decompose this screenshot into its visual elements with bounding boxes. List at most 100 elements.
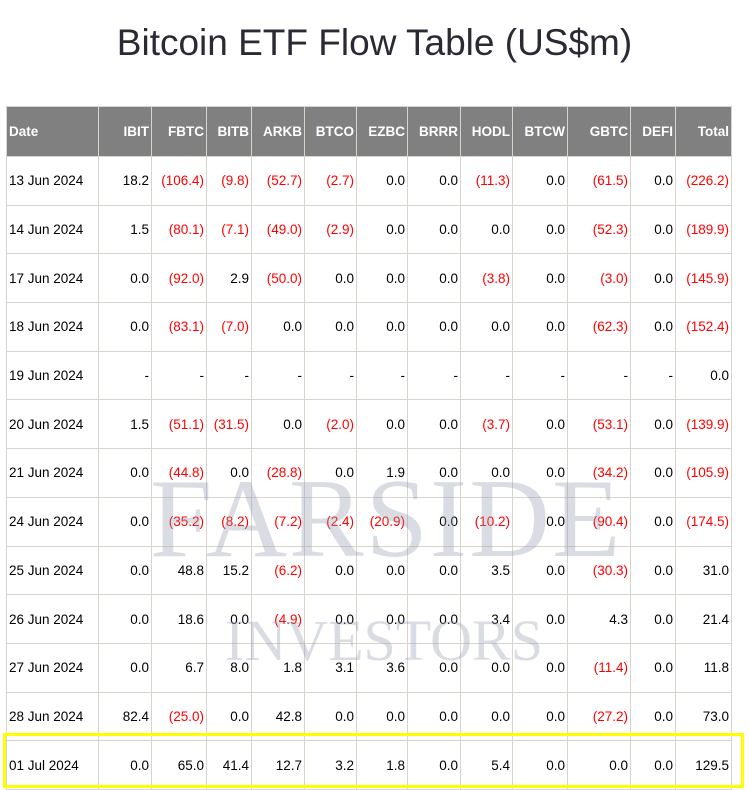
- flow-cell-ezbc: 0.0: [356, 302, 408, 352]
- flow-cell-fbtc: (92.0): [151, 253, 207, 304]
- flow-cell-btcw: 0.0: [512, 399, 568, 450]
- column-header-btco: BTCO: [304, 106, 357, 157]
- flow-cell-defi: 0.0: [630, 156, 676, 206]
- flow-cell-btco: 3.2: [304, 740, 357, 790]
- flow-cell-btco: 0.0: [304, 253, 357, 304]
- flow-cell-defi: 0.0: [630, 642, 676, 693]
- flow-cell-gbtc: (3.0): [567, 253, 631, 304]
- table-row: 19 Jun 2024- - - - - - - - - - -0.0: [6, 350, 732, 401]
- flow-cell-total: 11.8: [675, 642, 732, 693]
- flow-cell-hodl: 3.5: [460, 545, 513, 596]
- flow-cell-total: 21.4: [675, 594, 732, 644]
- flow-cell-ezbc: 1.9: [356, 448, 408, 498]
- flow-cell-defi: 0.0: [630, 448, 676, 498]
- flow-cell-defi: 0.0: [630, 253, 676, 304]
- flow-cell-gbtc: (61.5): [567, 156, 631, 206]
- flow-cell-bitb: 0.0: [206, 691, 252, 742]
- flow-cell-hodl: (3.8): [460, 253, 513, 304]
- flow-cell-gbtc: (62.3): [567, 302, 631, 352]
- flow-cell-ezbc: 1.8: [356, 740, 408, 790]
- flow-cell-brrr: 0.0: [407, 253, 461, 304]
- flow-cell-ezbc: 0.0: [356, 156, 408, 206]
- column-header-bitb: BITB: [206, 106, 252, 157]
- flow-cell-arkb: (49.0): [251, 204, 305, 255]
- column-header-ezbc: EZBC: [356, 106, 408, 157]
- table-row: 27 Jun 2024 0.0 6.7 8.0 1.8 3.1 3.6 0.0 0.0 0.0 (1…: [6, 642, 732, 693]
- etf-flow-table: Date IBIT FBTC BITB ARKB BTCO EZBC BRRR HODL BTCW…: [6, 106, 732, 790]
- flow-cell-gbtc: (52.3): [567, 204, 631, 255]
- date-cell: 20 Jun 2024: [6, 399, 99, 450]
- flow-cell-ibit: 0.0: [98, 545, 152, 596]
- flow-cell-defi: 0.0: [630, 204, 676, 255]
- flow-cell-brrr: 0.0: [407, 156, 461, 206]
- flow-cell-ezbc: 0.0: [356, 545, 408, 596]
- flow-cell-fbtc: 48.8: [151, 545, 207, 596]
- flow-cell-btcw: 0.0: [512, 642, 568, 693]
- flow-cell-bitb: (7.0): [206, 302, 252, 352]
- flow-cell-gbtc: -: [567, 350, 631, 401]
- column-header-gbtc: GBTC: [567, 106, 631, 157]
- flow-cell-defi: 0.0: [630, 740, 676, 790]
- flow-cell-ezbc: 0.0: [356, 253, 408, 304]
- date-cell: 25 Jun 2024: [6, 545, 99, 596]
- flow-cell-ibit: 18.2: [98, 156, 152, 206]
- flow-cell-fbtc: 6.7: [151, 642, 207, 693]
- flow-cell-btco: (2.9): [304, 204, 357, 255]
- flow-cell-btcw: 0.0: [512, 740, 568, 790]
- flow-cell-arkb: 0.0: [251, 399, 305, 450]
- flow-cell-btco: 0.0: [304, 691, 357, 742]
- flow-cell-defi: -: [630, 350, 676, 401]
- flow-cell-fbtc: (106.4): [151, 156, 207, 206]
- flow-cell-ibit: 0.0: [98, 496, 152, 547]
- flow-cell-fbtc: -: [151, 350, 207, 401]
- flow-cell-arkb: (6.2): [251, 545, 305, 596]
- flow-cell-brrr: 0.0: [407, 545, 461, 596]
- flow-cell-defi: 0.0: [630, 545, 676, 596]
- column-header-brrr: BRRR: [407, 106, 461, 157]
- flow-cell-brrr: 0.0: [407, 642, 461, 693]
- column-header-total: Total: [675, 106, 732, 157]
- column-header-btcw: BTCW: [512, 106, 568, 157]
- flow-cell-hodl: 3.4: [460, 594, 513, 644]
- date-cell: 27 Jun 2024: [6, 642, 99, 693]
- flow-cell-btco: 0.0: [304, 545, 357, 596]
- date-cell: 18 Jun 2024: [6, 302, 99, 352]
- flow-cell-ibit: 0.0: [98, 594, 152, 644]
- flow-cell-ezbc: 0.0: [356, 594, 408, 644]
- flow-cell-arkb: -: [251, 350, 305, 401]
- flow-cell-fbtc: (83.1): [151, 302, 207, 352]
- date-cell: 21 Jun 2024: [6, 448, 99, 498]
- flow-cell-fbtc: 65.0: [151, 740, 207, 790]
- flow-cell-bitb: 41.4: [206, 740, 252, 790]
- date-cell: 19 Jun 2024: [6, 350, 99, 401]
- flow-cell-btco: -: [304, 350, 357, 401]
- flow-cell-btcw: 0.0: [512, 594, 568, 644]
- flow-cell-fbtc: (35.2): [151, 496, 207, 547]
- flow-cell-total: 0.0: [675, 350, 732, 401]
- flow-cell-ibit: 1.5: [98, 399, 152, 450]
- flow-cell-ezbc: (20.9): [356, 496, 408, 547]
- flow-cell-fbtc: (25.0): [151, 691, 207, 742]
- flow-cell-hodl: -: [460, 350, 513, 401]
- flow-cell-ibit: -: [98, 350, 152, 401]
- flow-cell-ezbc: 0.0: [356, 691, 408, 742]
- flow-cell-brrr: 0.0: [407, 204, 461, 255]
- flow-cell-fbtc: (80.1): [151, 204, 207, 255]
- flow-cell-gbtc: (27.2): [567, 691, 631, 742]
- flow-cell-brrr: 0.0: [407, 691, 461, 742]
- flow-cell-gbtc: (90.4): [567, 496, 631, 547]
- column-header-arkb: ARKB: [251, 106, 305, 157]
- flow-cell-btco: 0.0: [304, 594, 357, 644]
- flow-cell-ibit: 0.0: [98, 642, 152, 693]
- flow-cell-arkb: (50.0): [251, 253, 305, 304]
- flow-cell-gbtc: 0.0: [567, 740, 631, 790]
- flow-cell-total: 73.0: [675, 691, 732, 742]
- flow-cell-ibit: 0.0: [98, 740, 152, 790]
- flow-cell-ibit: 0.0: [98, 302, 152, 352]
- flow-cell-btcw: 0.0: [512, 448, 568, 498]
- date-cell: 01 Jul 2024: [6, 740, 99, 790]
- flow-cell-total: (226.2): [675, 156, 732, 206]
- header-row: Date IBIT FBTC BITB ARKB BTCO EZBC BRRR HODL BTCW…: [6, 106, 732, 157]
- flow-cell-total: 129.5: [675, 740, 732, 790]
- table-row: 28 Jun 2024 82.4 (25.0) 0.0 42.8 0.0 0.0 0.0 0.0…: [6, 691, 732, 742]
